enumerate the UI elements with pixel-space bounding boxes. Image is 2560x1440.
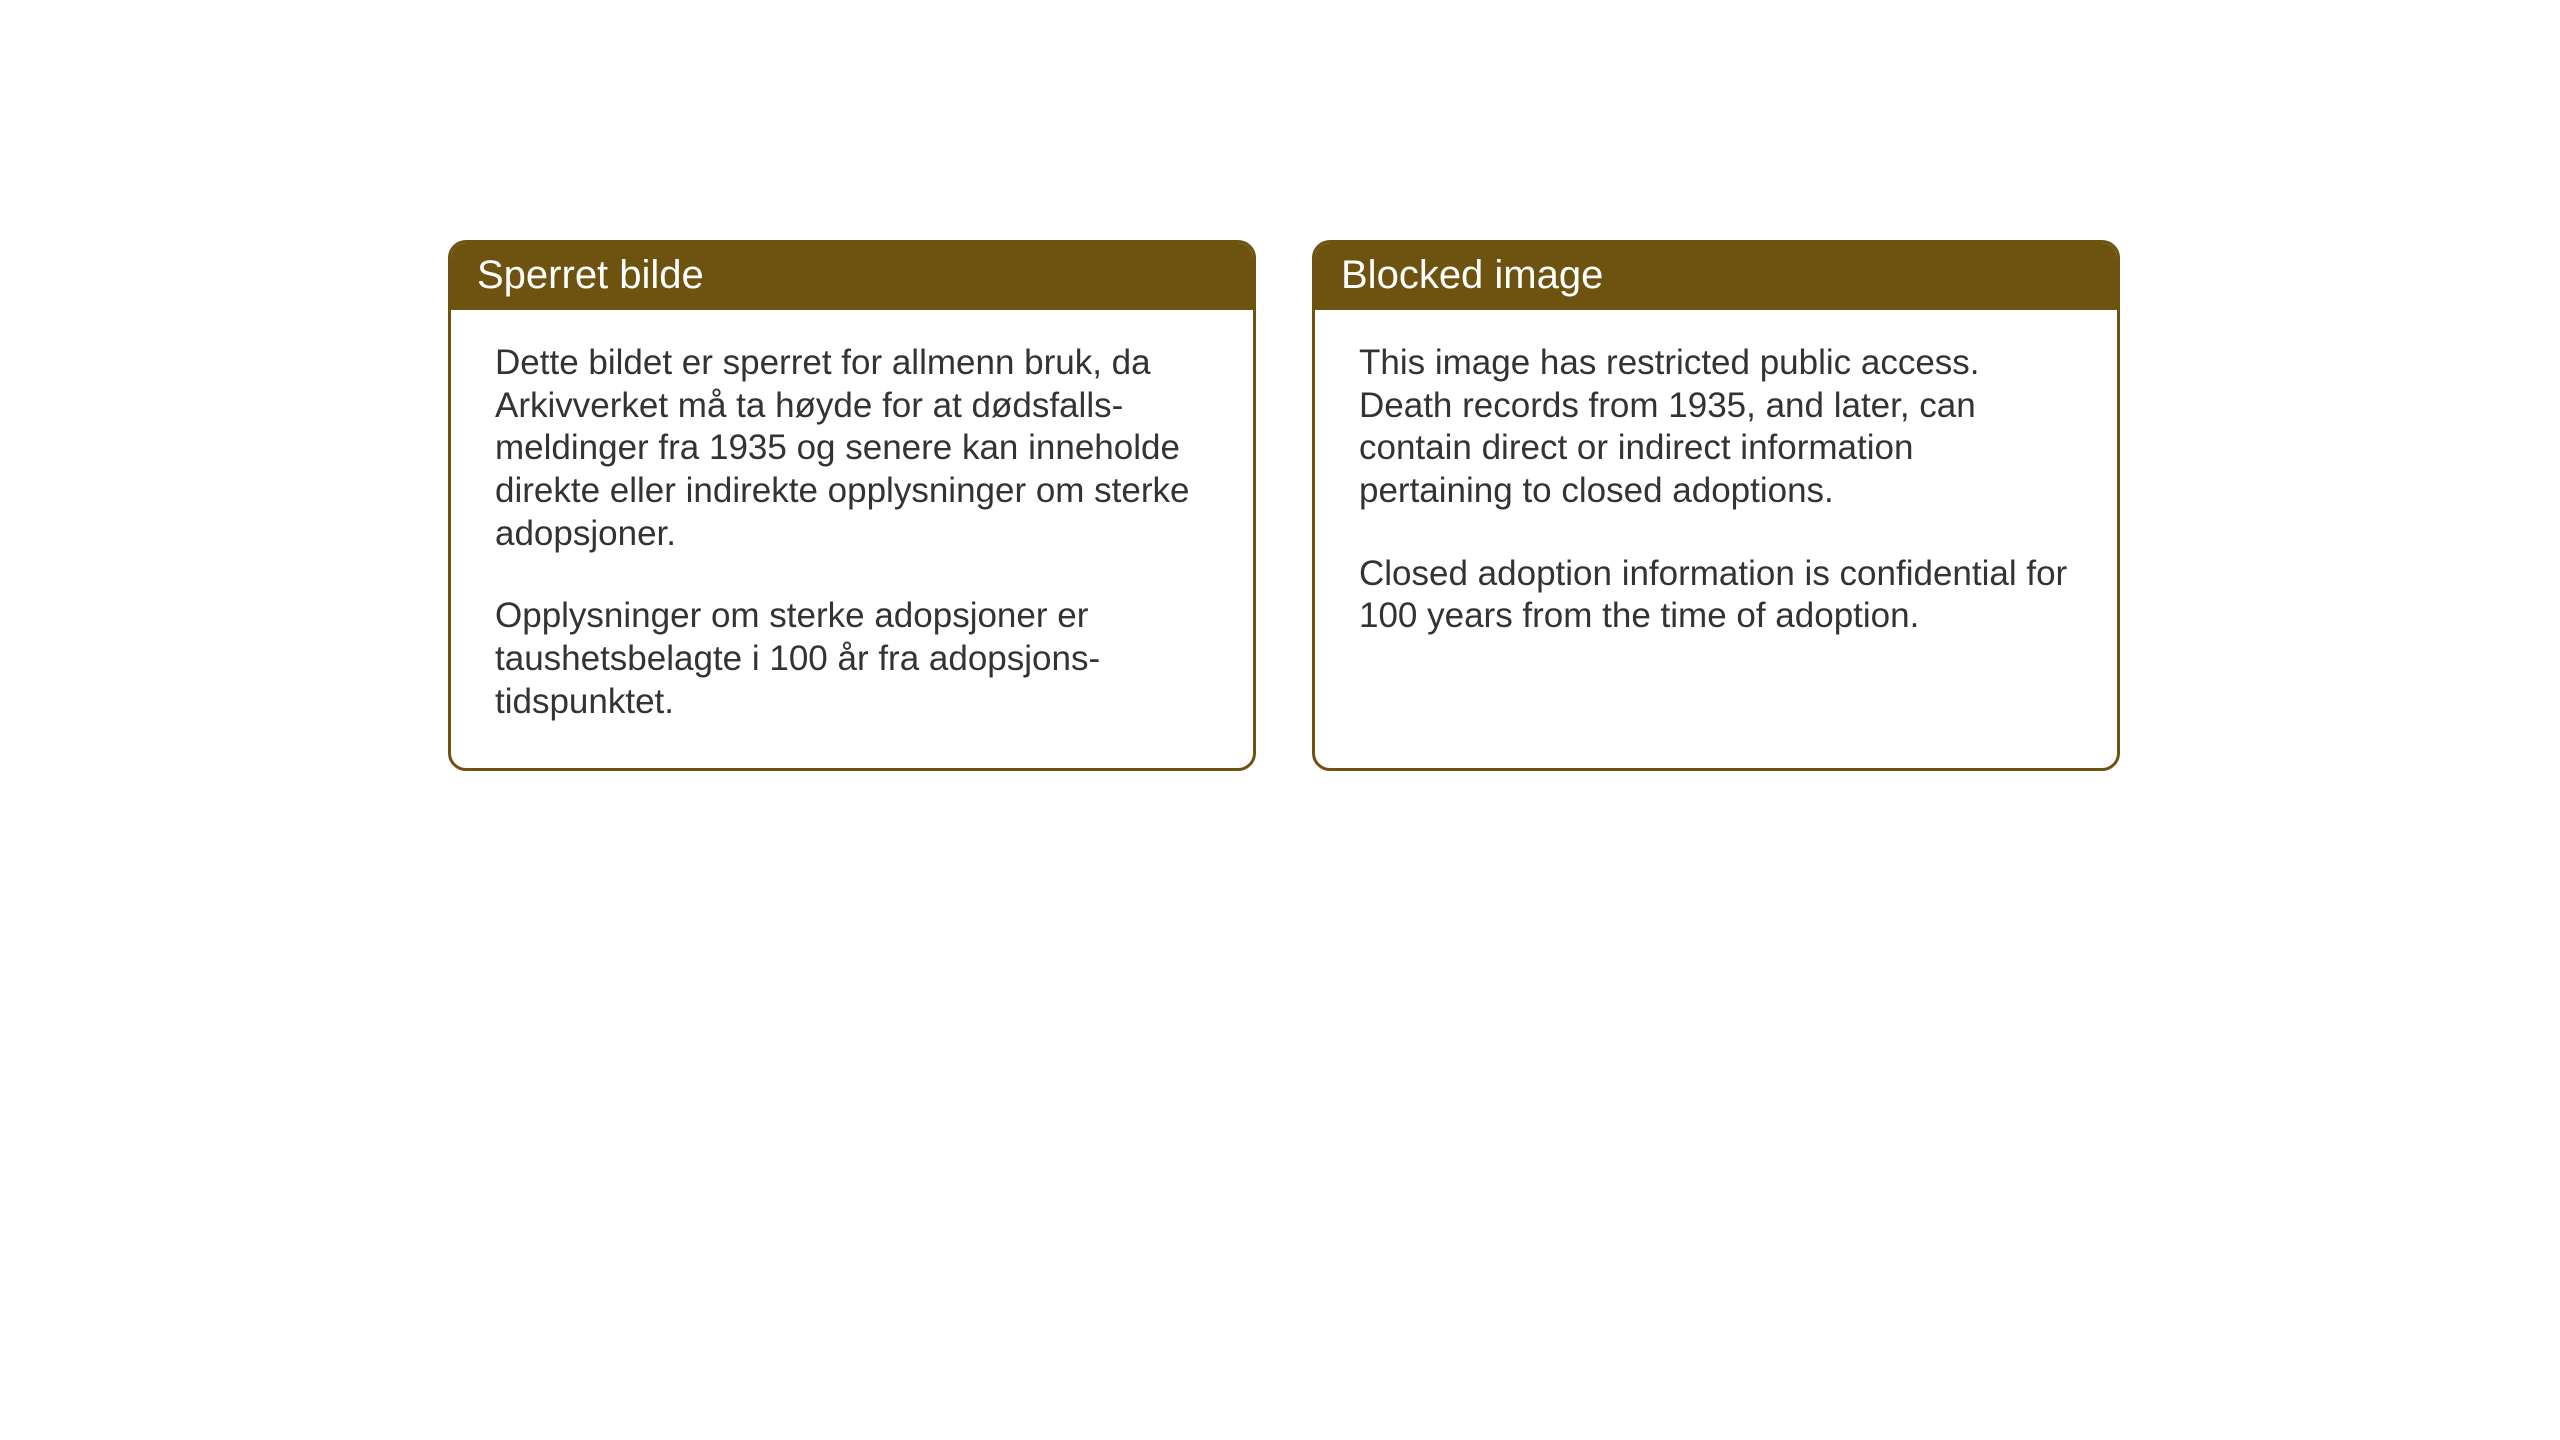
- card-body-norwegian: Dette bildet er sperret for allmenn bruk…: [451, 310, 1253, 768]
- card-header-norwegian: Sperret bilde: [451, 243, 1253, 310]
- card-header-english: Blocked image: [1315, 243, 2117, 310]
- card-paragraph-2-english: Closed adoption information is confident…: [1359, 553, 2073, 638]
- blocked-image-card-english: Blocked image This image has restricted …: [1312, 240, 2120, 771]
- card-paragraph-1-english: This image has restricted public access.…: [1359, 342, 2073, 513]
- card-body-english: This image has restricted public access.…: [1315, 310, 2117, 740]
- blocked-image-card-norwegian: Sperret bilde Dette bildet er sperret fo…: [448, 240, 1256, 771]
- cards-container: Sperret bilde Dette bildet er sperret fo…: [448, 240, 2120, 771]
- card-paragraph-1-norwegian: Dette bildet er sperret for allmenn bruk…: [495, 342, 1209, 555]
- card-paragraph-2-norwegian: Opplysninger om sterke adopsjoner er tau…: [495, 595, 1209, 723]
